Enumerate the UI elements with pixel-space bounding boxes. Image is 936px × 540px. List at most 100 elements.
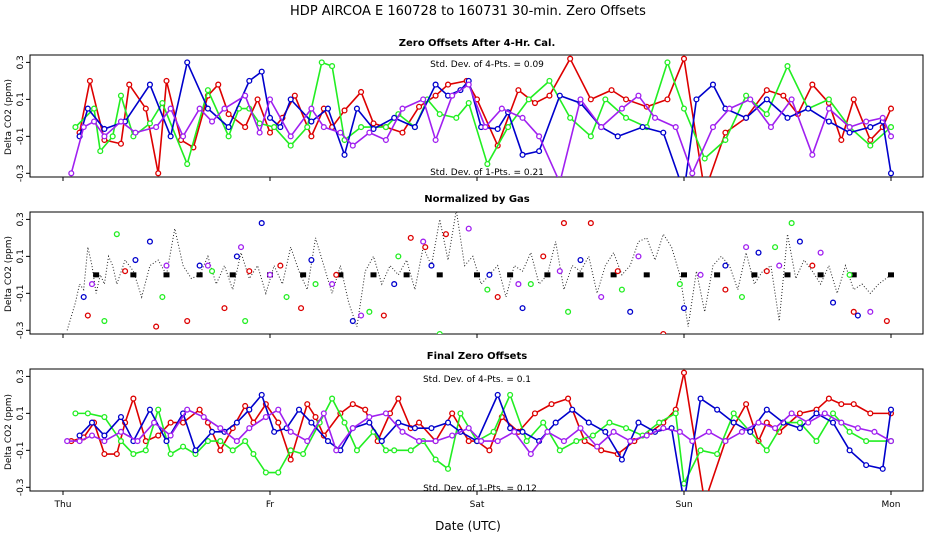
data-point [598,124,605,131]
data-point [536,148,543,155]
data-point [64,438,71,445]
data-point [117,140,125,147]
data-point [362,406,369,413]
data-point [743,92,750,99]
data-point [159,100,166,107]
data-point [484,286,491,293]
data-point [117,118,125,125]
data-point [395,395,402,402]
data-point [304,438,311,445]
y-axis-label: Delta CO2 (ppm) [4,394,14,470]
data-point [565,395,572,402]
data-point [324,438,332,445]
data-point [318,59,325,66]
data-point [258,391,265,398]
data-point [680,480,688,487]
data-point [504,124,512,131]
data-point [358,88,365,96]
reference-marker [681,272,687,278]
data-point [846,447,853,454]
data-point [850,401,857,408]
data-point [167,133,174,140]
x-tick-label: Fr [266,500,275,510]
data-point [391,114,398,121]
data-point [68,170,75,177]
data-point [287,428,294,435]
data-point [850,96,857,103]
data-point [349,318,356,325]
data-point [449,92,456,99]
data-point [349,425,356,432]
plot-area [68,55,895,194]
data-point [854,425,861,432]
data-point [614,268,621,275]
data-point [680,105,688,112]
data-point [784,63,791,70]
data-point [825,118,832,125]
data-point [863,438,870,445]
data-point [382,136,389,144]
data-point [635,419,642,426]
reference-marker [751,272,758,278]
data-point [142,447,149,454]
data-point [738,428,746,435]
data-point [304,124,311,131]
data-point [295,406,303,413]
data-point [341,419,348,426]
data-point [163,262,170,269]
data-point [594,443,601,450]
data-point [556,268,563,275]
data-point [184,161,191,168]
data-point [442,231,450,238]
data-point [271,428,278,435]
data-point [627,438,634,445]
data-point [709,81,717,88]
data-point [879,465,886,472]
reference-marker [474,272,480,278]
data-point [353,447,360,454]
data-point [548,401,555,408]
data-point [664,96,671,103]
data-point [608,87,615,94]
data-point [436,330,443,334]
data-point [813,410,820,417]
data-point [242,124,249,131]
data-point [134,438,141,445]
reference-marker [610,272,617,278]
plot-area [64,369,895,491]
data-point [682,189,687,194]
data-point [635,92,642,99]
data-point [122,268,129,275]
data-point [577,96,584,103]
data-point [180,443,187,450]
data-point [887,170,895,177]
data-point [788,96,795,103]
data-point [813,438,820,445]
data-point [651,114,659,121]
data-point [478,438,485,445]
data-point [422,244,429,251]
data-point [714,450,721,458]
data-point [72,410,79,417]
y-tick-label: 0.1 [16,249,26,263]
data-point [308,419,315,426]
data-point [809,151,816,158]
data-point [382,124,389,131]
data-point [117,92,125,99]
data-point [109,133,116,140]
data-point [614,133,621,140]
data-point [391,281,398,288]
data-point [275,419,282,426]
data-point [291,92,298,99]
panel-final-offsets: Final Zero Offsets Delta CO2 (ppm) -0.3 -… [4,351,924,510]
data-point [825,395,832,402]
data-point [436,111,443,118]
data-point [221,105,228,112]
data-point [180,419,187,426]
data-point [863,462,870,469]
data-point [380,312,387,319]
data-point [618,286,625,293]
reference-marker [196,272,203,278]
data-point [557,180,562,185]
data-point [507,425,514,432]
